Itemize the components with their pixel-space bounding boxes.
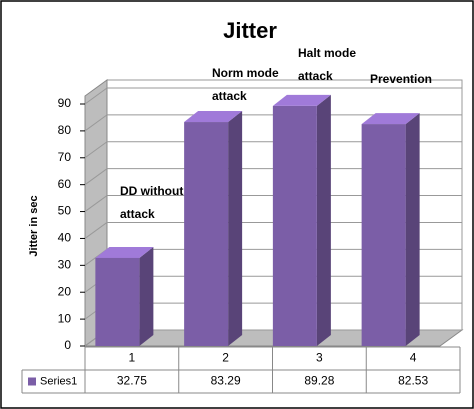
bar-side: [316, 94, 331, 346]
bar-top: [95, 246, 154, 258]
legend-swatch: [28, 377, 36, 386]
x-tick-label: 1: [129, 351, 136, 365]
y-tick-label: 90: [58, 96, 72, 110]
chart-title: Jitter: [223, 18, 277, 43]
data-label: 32.75: [117, 374, 147, 388]
grid-line: [84, 87, 108, 105]
y-tick-label: 40: [58, 231, 72, 245]
grid-line: [84, 168, 108, 186]
y-tick-label: 30: [58, 258, 72, 272]
grid-line: [84, 114, 108, 132]
annotation: DD without: [120, 184, 183, 198]
x-tick-label: 2: [222, 351, 229, 365]
annotation: Halt mode: [298, 46, 356, 60]
bar: [184, 122, 229, 346]
bar-top: [361, 113, 420, 125]
grid-line: [84, 195, 108, 212]
bar-top: [272, 94, 331, 106]
grid-line: [84, 222, 108, 239]
x-tick-label: 3: [316, 351, 323, 365]
annotation: Norm mode: [212, 66, 279, 80]
y-axis-label: Jitter in sec: [28, 195, 40, 256]
y-tick-label: 20: [58, 284, 72, 298]
bar-side: [405, 113, 420, 346]
grid-line: [84, 141, 108, 159]
y-tick-label: 0: [64, 338, 71, 352]
y-tick-label: 70: [58, 150, 72, 164]
bar-side: [139, 246, 154, 346]
bar: [95, 257, 140, 346]
bar: [361, 124, 406, 346]
bar: [272, 105, 317, 346]
data-label: 82.53: [398, 374, 428, 388]
y-tick-label: 80: [58, 123, 72, 137]
y-tick-label: 60: [58, 177, 72, 191]
x-tick-label: 4: [410, 351, 417, 365]
data-label: 83.29: [211, 374, 241, 388]
bar-top: [184, 111, 243, 123]
legend-label: Series1: [40, 375, 77, 387]
bar-side: [228, 111, 243, 346]
data-label: 89.28: [304, 374, 334, 388]
y-tick-label: 10: [58, 311, 72, 325]
annotation: attack: [212, 89, 247, 103]
annotation: attack: [298, 69, 333, 83]
annotation: Prevention: [370, 72, 432, 86]
y-tick-label: 50: [58, 204, 72, 218]
annotation: attack: [120, 207, 155, 221]
